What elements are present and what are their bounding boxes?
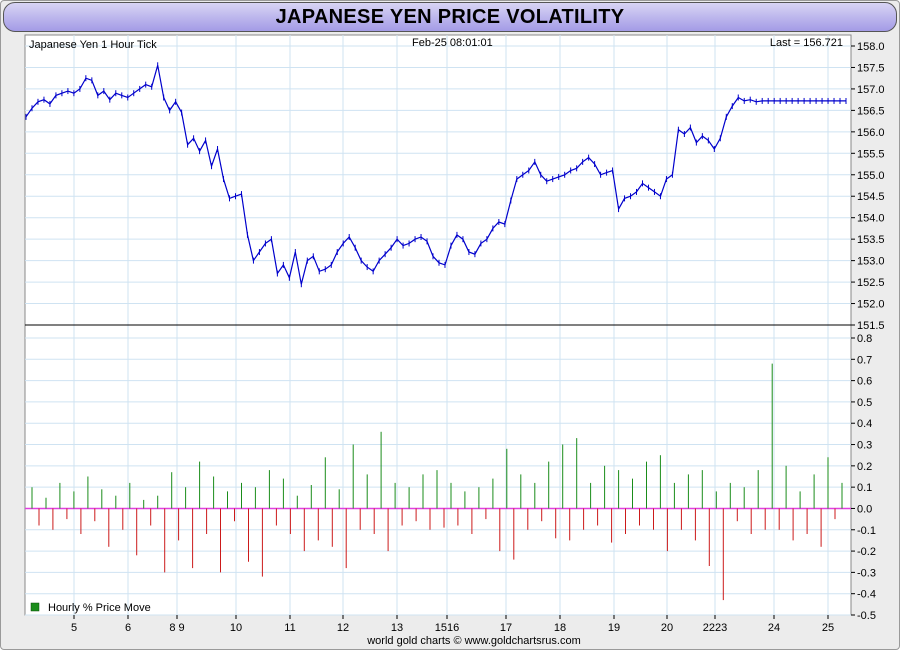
x-tick-label: 11 xyxy=(284,622,295,634)
price-tick-label: 151.5 xyxy=(857,320,885,332)
price-tick-label: 157.0 xyxy=(857,84,885,96)
grid xyxy=(25,35,851,616)
x-tick-label: 2223 xyxy=(703,622,727,634)
footer-credit: world gold charts © www.goldchartsrus.co… xyxy=(366,635,581,647)
price-tick-label: 152.0 xyxy=(857,299,885,311)
x-tick-label: 13 xyxy=(391,622,403,634)
vol-tick-label: 0.1 xyxy=(857,482,872,494)
vol-tick-label: 0.3 xyxy=(857,440,872,452)
x-tick-label: 1516 xyxy=(435,622,459,634)
price-line xyxy=(25,65,846,285)
vol-tick-label: -0.2 xyxy=(857,546,876,558)
legend-label: Hourly % Price Move xyxy=(48,602,151,614)
vol-tick-label: 0.8 xyxy=(857,333,872,345)
vol-tick-label: 0.5 xyxy=(857,397,872,409)
x-tick-label: 6 xyxy=(125,622,131,634)
price-tick-label: 153.0 xyxy=(857,256,885,268)
x-tick-label: 8 9 xyxy=(169,622,184,634)
vol-tick-label: -0.1 xyxy=(857,525,876,537)
price-tick-label: 155.0 xyxy=(857,170,885,182)
price-tick-label: 156.0 xyxy=(857,127,885,139)
volatility-bars xyxy=(25,363,851,601)
vol-tick-label: -0.4 xyxy=(857,589,876,601)
x-tick-label: 19 xyxy=(608,622,620,634)
timestamp-label: Feb-25 08:01:01 xyxy=(412,37,493,49)
last-price-label: Last = 156.721 xyxy=(770,37,843,49)
x-tick-label: 25 xyxy=(822,622,834,634)
vol-tick-label: 0.7 xyxy=(857,354,872,366)
vol-tick-label: 0.4 xyxy=(857,418,872,430)
vol-tick-label: 0.0 xyxy=(857,503,872,515)
x-tick-label: 17 xyxy=(500,622,512,634)
vol-tick-label: -0.3 xyxy=(857,567,876,579)
legend-swatch xyxy=(30,602,40,612)
price-panel-title: Japanese Yen 1 Hour Tick xyxy=(29,39,157,51)
chart-title: JAPANESE YEN PRICE VOLATILITY xyxy=(3,2,897,32)
price-tick-label: 154.0 xyxy=(857,213,885,225)
price-tick-label: 154.5 xyxy=(857,191,885,203)
vol-tick-label: 0.6 xyxy=(857,376,872,388)
price-tick-label: 155.5 xyxy=(857,148,885,160)
axes: 158.0 157.5 157.0 156.5 156.0 155.5 155.0 154.5… xyxy=(71,41,885,634)
price-tick-label: 152.5 xyxy=(857,277,885,289)
x-tick-label: 18 xyxy=(554,622,566,634)
price-tick-label: 153.5 xyxy=(857,234,885,246)
x-tick-label: 24 xyxy=(768,622,780,634)
x-tick-label: 12 xyxy=(337,622,349,634)
vol-tick-label: 0.2 xyxy=(857,461,872,473)
x-tick-label: 20 xyxy=(661,622,673,634)
price-tick-label: 158.0 xyxy=(857,41,885,53)
vol-tick-label: -0.5 xyxy=(857,610,876,622)
price-tick-label: 157.5 xyxy=(857,62,885,74)
price-tick-label: 156.5 xyxy=(857,105,885,117)
price-series xyxy=(25,62,847,288)
x-tick-label: 10 xyxy=(230,622,242,634)
x-tick-label: 5 xyxy=(71,622,77,634)
